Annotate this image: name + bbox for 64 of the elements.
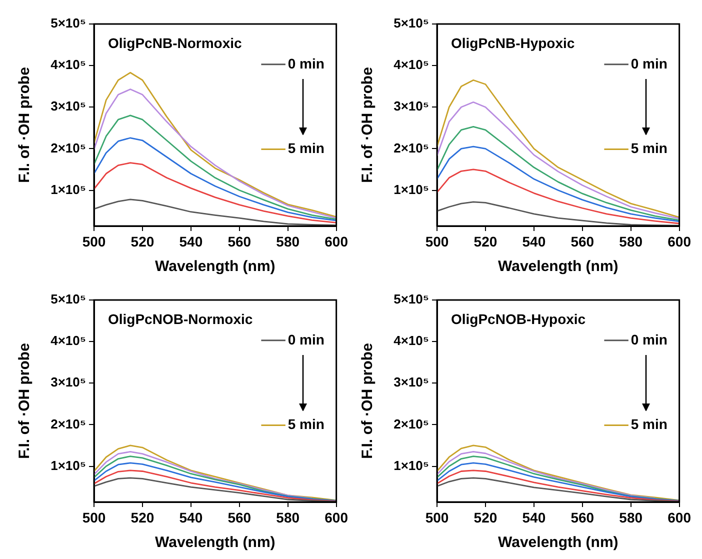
x-tick-label: 580: [619, 233, 643, 250]
x-axis-title: Wavelength (nm): [155, 258, 276, 276]
y-axis-title: F.I. of ·OH probe: [359, 343, 376, 459]
x-tick-label: 580: [619, 509, 643, 526]
y-tick-label: 5×10⁵: [50, 292, 86, 307]
legend-label: 0 min: [630, 331, 668, 348]
y-tick-label: 2×10⁵: [394, 140, 429, 156]
x-tick-label: 540: [179, 509, 203, 526]
legend-label: 5 min: [288, 140, 324, 156]
y-tick-label: 1×10⁵: [394, 182, 429, 197]
legend-label: 0 min: [288, 331, 324, 348]
legend-label: 0 min: [288, 55, 324, 72]
y-axis-title: F.I. of ·OH probe: [16, 343, 34, 459]
text: OligPcNOB-Normoxic: [108, 310, 253, 327]
y-tick-label: 1×10⁵: [394, 458, 429, 473]
x-tick-label: 560: [570, 509, 594, 526]
x-tick-label: 580: [276, 233, 300, 250]
y-tick-label: 3×10⁵: [394, 374, 429, 390]
x-tick-label: 600: [324, 233, 348, 250]
text: OligPcNOB-Hypoxic: [451, 310, 586, 327]
x-tick-label: 500: [425, 233, 449, 250]
y-tick-label: 1×10⁵: [50, 458, 86, 473]
x-tick-label: 500: [82, 509, 106, 526]
x-tick-label: 520: [474, 233, 498, 250]
y-tick-label: 5×10⁵: [50, 16, 86, 31]
y-tick-label: 2×10⁵: [50, 416, 86, 432]
x-tick-label: 600: [668, 509, 692, 526]
legend-label: 5 min: [630, 140, 668, 156]
x-tick-label: 520: [130, 233, 154, 250]
y-axis-title: F.I. of ·OH probe: [359, 67, 376, 183]
y-tick-label: 2×10⁵: [50, 140, 86, 156]
x-tick-label: 560: [228, 509, 252, 526]
x-tick-label: 520: [474, 509, 498, 526]
x-axis-title: Wavelength (nm): [498, 534, 618, 552]
x-axis-title: Wavelength (nm): [498, 258, 618, 276]
y-tick-label: 2×10⁵: [394, 416, 429, 432]
x-tick-label: 500: [82, 233, 106, 250]
x-tick-label: 540: [522, 233, 546, 250]
x-tick-label: 600: [324, 509, 348, 526]
x-tick-label: 520: [130, 509, 154, 526]
y-tick-label: 4×10⁵: [394, 333, 429, 348]
y-tick-label: 3×10⁵: [394, 98, 429, 114]
legend-label: 5 min: [288, 416, 324, 432]
x-tick-label: 580: [276, 509, 300, 526]
text: OligPcNB-Normoxic: [108, 34, 242, 51]
y-tick-label: 4×10⁵: [50, 57, 86, 72]
x-tick-label: 560: [228, 233, 252, 250]
legend-label: 0 min: [630, 55, 668, 72]
x-tick-label: 540: [179, 233, 203, 250]
x-tick-label: 540: [522, 509, 546, 526]
x-tick-label: 500: [425, 509, 449, 526]
y-tick-label: 4×10⁵: [394, 57, 429, 72]
y-axis-title: F.I. of ·OH probe: [16, 67, 34, 183]
x-tick-label: 600: [668, 233, 692, 250]
y-tick-label: 1×10⁵: [50, 182, 86, 197]
y-tick-label: 3×10⁵: [50, 98, 86, 114]
x-tick-label: 560: [570, 233, 594, 250]
y-tick-label: 5×10⁵: [394, 16, 429, 31]
legend-label: 5 min: [630, 416, 668, 432]
y-tick-label: 5×10⁵: [394, 292, 429, 307]
y-tick-label: 4×10⁵: [50, 333, 86, 348]
x-axis-title: Wavelength (nm): [155, 534, 276, 552]
y-tick-label: 3×10⁵: [50, 374, 86, 390]
text: OligPcNB-Hypoxic: [451, 34, 575, 51]
